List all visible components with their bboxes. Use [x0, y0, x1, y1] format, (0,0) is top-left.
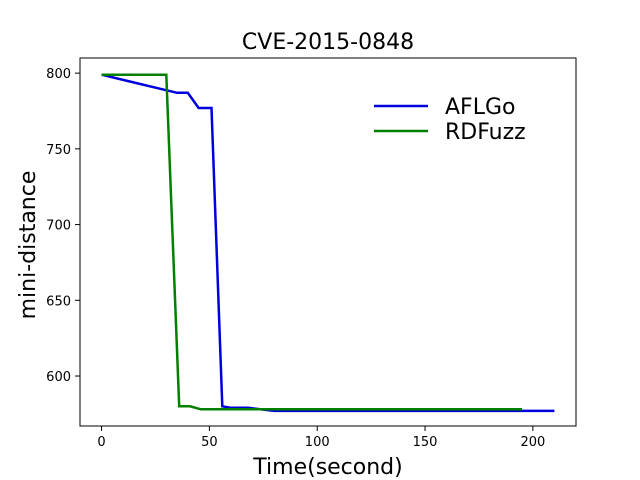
y-tick-label: 700 — [46, 219, 71, 234]
x-tick-label: 0 — [97, 435, 105, 450]
series-layer — [101, 73, 555, 413]
y-tick-label: 750 — [46, 143, 71, 158]
x-tick-label: 100 — [305, 435, 330, 450]
x-tick-label: 200 — [520, 435, 545, 450]
legend-label-aflgo: AFLGo — [445, 95, 515, 120]
x-axis-label: Time(second) — [252, 455, 402, 480]
y-tick-label: 650 — [46, 294, 71, 309]
series-line-rdfuzz — [101, 73, 523, 411]
y-tick-label: 800 — [46, 67, 71, 82]
x-axis-ticks: 0 50 100 150 200 — [97, 426, 545, 450]
x-tick-label: 150 — [413, 435, 438, 450]
y-tick-label: 600 — [46, 370, 71, 385]
y-axis-label: mini-distance — [16, 171, 41, 320]
chart-title: CVE-2015-0848 — [242, 30, 414, 55]
x-tick-label: 50 — [201, 435, 218, 450]
y-axis-ticks: 600 650 700 750 800 — [46, 67, 80, 385]
plot-area-frame — [79, 57, 577, 427]
legend-label-rdfuzz: RDFuzz — [445, 120, 526, 145]
